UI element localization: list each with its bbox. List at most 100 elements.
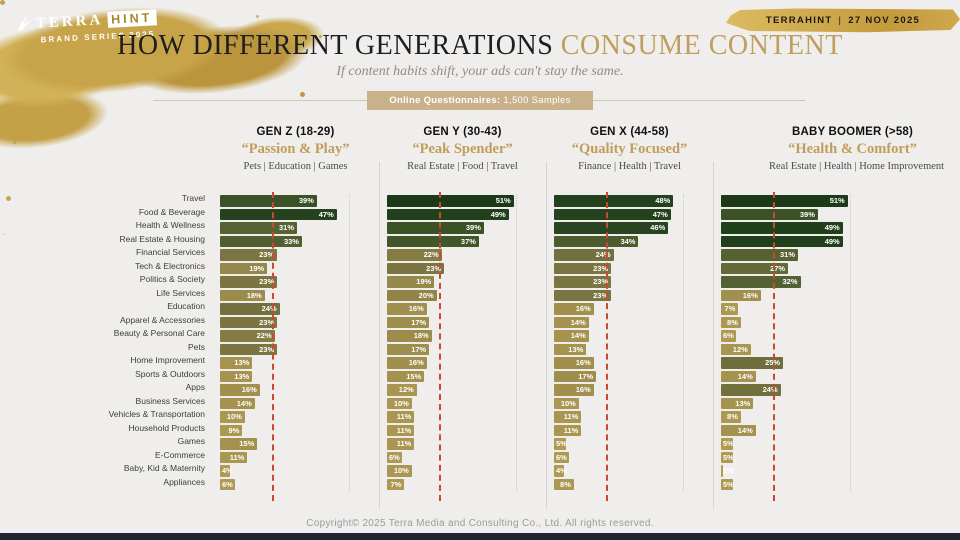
bar-row: 12% — [721, 343, 880, 357]
bar-value-label: 13% — [234, 358, 250, 367]
generation-tagline: “Peak Spender” — [412, 141, 513, 157]
bar: 31% — [721, 249, 799, 261]
bar-value-label: 19% — [416, 277, 432, 286]
generation-header: GEN Z (18-29) “Passion & Play” Pets | Educ… — [212, 124, 379, 190]
bird-icon — [15, 15, 32, 34]
bar: 23% — [387, 262, 445, 274]
bar-value-label: 24% — [762, 385, 778, 394]
bar-value-label: 7% — [724, 304, 736, 313]
bar: 11% — [554, 424, 582, 436]
bar-value-label: 23% — [426, 263, 442, 273]
bar: 17% — [387, 343, 430, 355]
bar-row: 25% — [721, 356, 880, 370]
bar: 48% — [554, 195, 674, 207]
bar-row: 27% — [721, 262, 880, 276]
category-label: Apps — [185, 382, 205, 392]
bar: 6% — [220, 478, 235, 490]
bar-value-label: 22% — [256, 331, 272, 340]
bar: 15% — [387, 370, 425, 382]
bar-value-label: 23% — [593, 277, 609, 286]
bar-row: 19% — [220, 262, 379, 276]
bar-value-label: 47% — [652, 209, 668, 219]
bar-row: 10% — [387, 464, 546, 478]
bar-value-label: 24% — [595, 250, 611, 259]
category-label: Sports & Outdoors — [135, 368, 205, 379]
copyright: Copyright© 2025 Terra Media and Consulti… — [306, 518, 654, 529]
ribbon-date: 27 NOV 2025 — [848, 15, 921, 26]
bar: 10% — [220, 411, 245, 423]
bar-row: 23% — [220, 248, 379, 262]
bar-value-label: 8% — [560, 479, 571, 489]
bar-value-label: 11% — [229, 452, 245, 462]
bar: 49% — [721, 235, 843, 247]
gold-specks — [0, 0, 5, 5]
bar-value-label: 39% — [799, 209, 815, 219]
bar-value-label: 47% — [318, 209, 334, 219]
bar: 5% — [554, 438, 567, 450]
bar-value-label: 14% — [570, 331, 586, 340]
generation-name: GEN Y (30-43) — [423, 126, 502, 138]
bar: 6% — [554, 451, 569, 463]
bar-value-label: 49% — [824, 223, 840, 232]
bar: 31% — [220, 222, 298, 234]
bar-row: 22% — [387, 248, 546, 262]
bar-row: 11% — [387, 437, 546, 451]
bar-row: 5% — [554, 437, 713, 451]
bar-row: 47% — [220, 208, 379, 222]
bar-value-label: 48% — [655, 196, 671, 205]
bar-value-label: 17% — [411, 317, 427, 327]
category-label: Real Estate & Housing — [119, 233, 205, 244]
bar-row: 6% — [721, 329, 880, 343]
bar-value-label: 31% — [279, 223, 295, 232]
bar-value-label: 14% — [570, 317, 586, 327]
bar-row: 11% — [554, 424, 713, 438]
bar-row: 16% — [554, 383, 713, 397]
bar: 39% — [387, 222, 484, 234]
bar-row: 10% — [387, 397, 546, 411]
bar: 49% — [387, 208, 509, 220]
bar: 8% — [554, 478, 574, 490]
bar-row: 11% — [220, 451, 379, 465]
category-label: Life Services — [156, 287, 205, 298]
generation-tagline: “Passion & Play” — [241, 141, 350, 157]
bar-row: 14% — [554, 329, 713, 343]
bar: 14% — [721, 424, 756, 436]
badge-label: Online Questionnaires: — [389, 95, 501, 106]
bar: 18% — [220, 289, 265, 301]
bar-value-label: 11% — [396, 439, 412, 448]
bar-value-label: 16% — [408, 304, 424, 313]
max-guide-line — [850, 194, 852, 491]
bar-value-label: 16% — [742, 290, 758, 300]
bar-value-label: 49% — [824, 236, 840, 246]
bar-row: 16% — [387, 302, 546, 316]
generation-column: GEN Y (30-43) “Peak Spender” Real Estate |… — [379, 124, 546, 509]
bar-value-label: 18% — [413, 331, 429, 340]
generation-column: GEN X (44-58) “Quality Focused” Finance | … — [546, 124, 713, 509]
category-label: Health & Wellness — [135, 220, 205, 230]
bar-row: 8% — [721, 410, 880, 424]
bar: 23% — [220, 316, 278, 328]
bar-value-label: 39% — [298, 196, 314, 205]
bar-value-label: 10% — [226, 412, 242, 421]
bar-row: 11% — [387, 424, 546, 438]
bar-row: 46% — [554, 221, 713, 235]
bar: 20% — [387, 289, 437, 301]
bar: 13% — [554, 343, 587, 355]
bar-value-label: 1% — [723, 466, 734, 475]
bar-value-label: 23% — [259, 250, 275, 259]
bar-value-label: 37% — [460, 236, 476, 246]
category-label: Financial Services — [136, 247, 205, 257]
bar: 5% — [721, 438, 734, 450]
average-line — [773, 192, 776, 501]
bar-value-label: 16% — [575, 385, 591, 394]
category-labels: Travel Food & Beverage Health & Wellness Re… — [0, 124, 212, 491]
bar-area: 51% 39% 49% 49% 31% 27% 32% 16% 7% 8% 6% 12% 25% 14% 2… — [721, 192, 880, 501]
bar-row: 14% — [721, 424, 880, 438]
generation-name: BABY BOOMER (>58) — [791, 126, 914, 138]
bar-value-label: 10% — [393, 398, 409, 408]
bar-area: 51% 49% 39% 37% 22% 23% 19% 20% 16% 17% 18% 17% 16% 1… — [387, 192, 546, 501]
category-label: Apparel & Accessories — [119, 314, 205, 325]
bar: 46% — [554, 222, 669, 234]
bar-row: 23% — [220, 343, 379, 357]
bar: 8% — [721, 411, 741, 423]
